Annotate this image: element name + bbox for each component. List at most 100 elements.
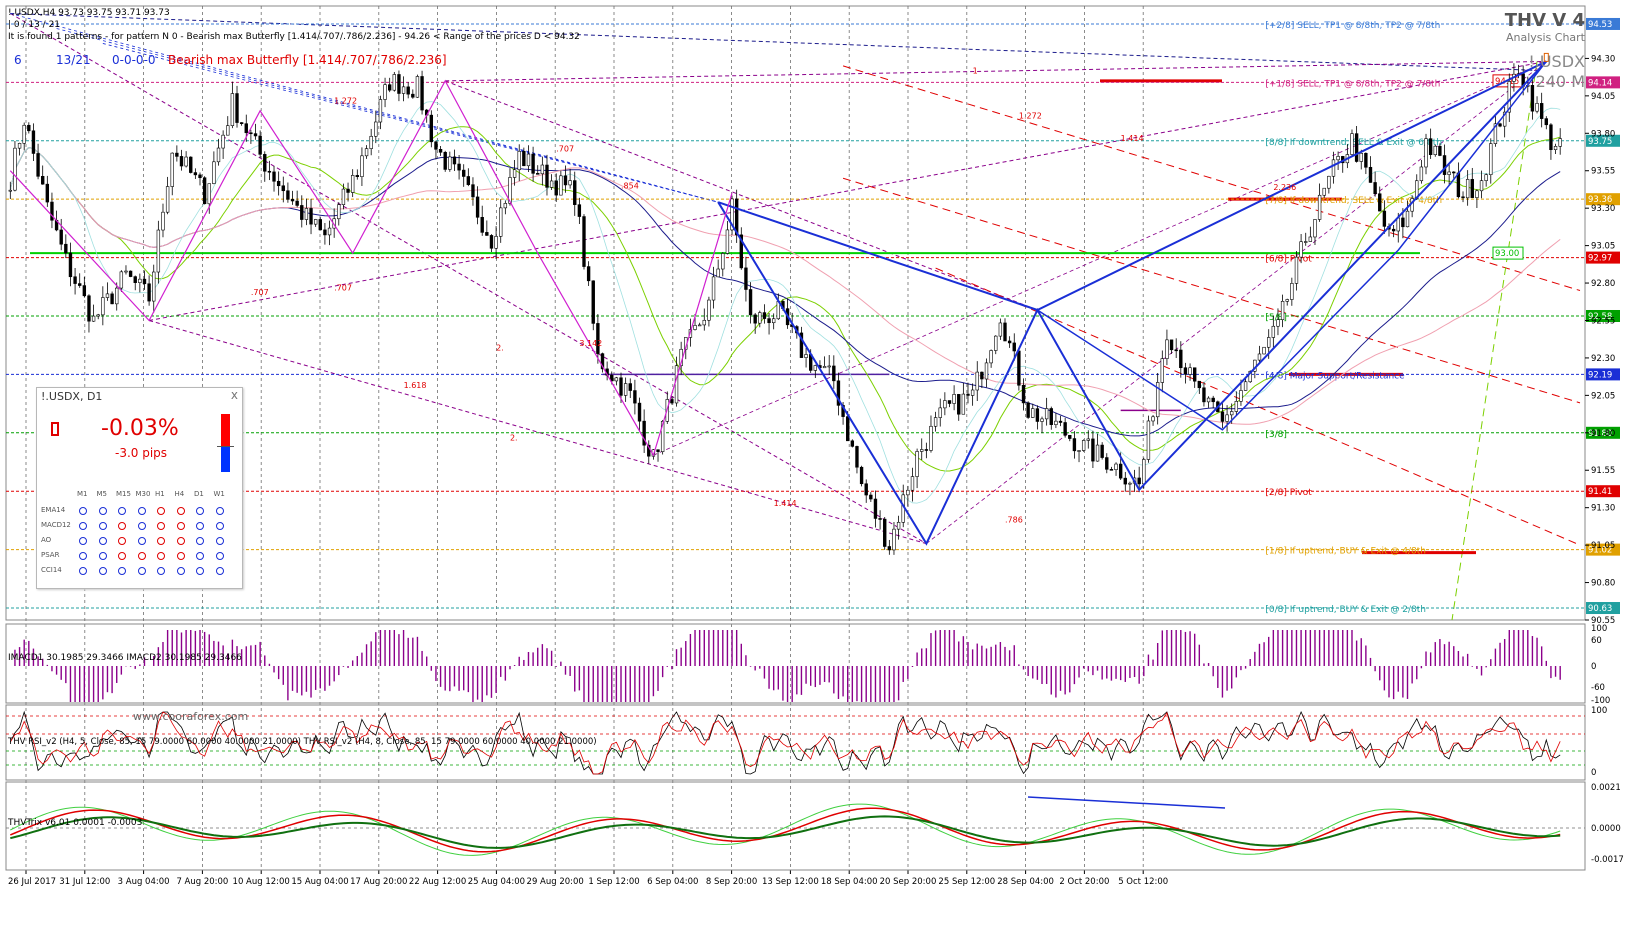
indicator-panel[interactable]: !.USDX, D1 x -0.03% -3.0 pips M1 M5 M15 M30… — [36, 387, 243, 589]
candle-body — [1026, 402, 1030, 418]
murrey-label: [2/8] Pivot — [1265, 488, 1312, 498]
candle-body — [883, 518, 887, 547]
candle-body — [1003, 322, 1007, 342]
buy-signal-icon — [79, 507, 87, 515]
candle-body — [846, 416, 850, 442]
candle-body — [272, 171, 276, 182]
candle-body — [577, 204, 582, 217]
pattern-projection — [445, 80, 1038, 311]
candle-body — [693, 325, 697, 330]
candle-body — [216, 147, 221, 163]
candle-body — [1123, 477, 1127, 485]
trix-panel — [5, 781, 1586, 871]
buy-signal-icon — [196, 507, 204, 515]
candle-body — [994, 335, 998, 351]
y-tick-label: 94.05 — [1591, 92, 1615, 102]
buy-signal-icon — [98, 567, 107, 575]
candle-body — [503, 203, 508, 209]
candle-body — [1539, 103, 1544, 119]
candle-body — [1405, 210, 1410, 228]
candle-body — [1544, 118, 1548, 126]
candle-body — [105, 293, 110, 298]
candle-body — [1290, 283, 1294, 300]
candle-body — [295, 200, 299, 206]
candle-body — [1336, 156, 1340, 161]
candle-body — [27, 124, 31, 132]
sell-signal-icon — [176, 522, 185, 530]
candle-body — [887, 546, 892, 551]
header-line2: | 0 / 13 / 21 — [8, 20, 60, 30]
candle-body — [1058, 420, 1063, 423]
candle-body — [452, 156, 457, 165]
time-axis: 26 Jul 2017 31 Jul 12:00 3 Aug 04:00 7 Aug … — [8, 870, 1168, 887]
candle-body — [175, 152, 179, 157]
candle-body — [998, 322, 1003, 337]
x-tick-label: 3 Aug 04:00 — [118, 877, 170, 887]
candle-body — [249, 132, 253, 135]
murrey-label: [1/8] If uptrend, BUY & Exit @ 4/8th — [1265, 547, 1426, 557]
candle-body — [1160, 358, 1164, 383]
moving-averages — [9, 101, 1561, 504]
pattern-projection — [653, 61, 1547, 456]
candle-body — [138, 278, 142, 283]
candle-body — [189, 156, 193, 173]
strength-divider — [217, 446, 234, 447]
candle-body — [45, 183, 50, 203]
candle-body — [31, 130, 36, 154]
murrey-label: [0/8] If uptrend, BUY & Exit @ 2/8th — [1265, 605, 1426, 615]
close-icon[interactable]: x — [230, 388, 238, 402]
candle-body — [41, 176, 45, 185]
candle-body — [406, 86, 410, 95]
macd-tick: 0 — [1591, 662, 1596, 672]
chart-price-box — [1492, 246, 1524, 260]
candle-body — [975, 371, 979, 391]
candle-body — [1243, 381, 1248, 391]
candle-body — [1373, 182, 1377, 195]
pattern-projection — [926, 61, 1547, 544]
candle-body — [619, 377, 623, 396]
y-tick-label: 91.30 — [1591, 504, 1615, 514]
candle-body — [64, 243, 68, 254]
fib-label: 3.142 — [579, 339, 602, 348]
candle-body — [193, 172, 198, 176]
buy-signal-icon — [215, 522, 224, 530]
fib-label: 2.236 — [1273, 183, 1296, 192]
candle-body — [517, 150, 521, 171]
chart-grid — [5, 5, 1586, 870]
candle-body — [91, 315, 96, 322]
murrey-label: [5/8] — [1265, 313, 1287, 323]
candle-body — [1350, 133, 1354, 155]
price-tag-bg — [1586, 543, 1620, 556]
candle-body — [1433, 145, 1437, 156]
top-trend-line — [10, 12, 1538, 71]
buy-signal-icon — [215, 507, 224, 515]
candle-body — [591, 280, 595, 324]
x-tick-label: 13 Sep 12:00 — [762, 877, 819, 887]
candle-body — [702, 319, 706, 326]
candle-body — [531, 153, 535, 174]
x-tick-label: 1 Sep 12:00 — [588, 877, 639, 887]
candle-body — [642, 420, 646, 446]
buy-signal-icon — [196, 552, 204, 560]
buy-signal-icon — [79, 567, 87, 575]
butterfly-xb-line — [717, 60, 1547, 312]
fib-label: .707 — [556, 144, 574, 153]
fib-ratio-labels: 1.272 .707 .854 .707 .707 2. 3.142 1.618 2. 1.414… — [251, 66, 1296, 524]
candle-body — [374, 121, 378, 137]
candle-body — [161, 211, 165, 231]
candle-body — [1396, 217, 1400, 232]
candle-body — [980, 371, 984, 380]
y-tick-label: 92.30 — [1591, 354, 1615, 364]
candle-body — [586, 266, 591, 282]
candle-body — [896, 521, 901, 530]
candle-body — [304, 208, 309, 220]
candle-body — [235, 93, 239, 123]
candle-body — [392, 74, 396, 91]
candle-body — [258, 135, 262, 155]
trix-trendline — [1027, 796, 1226, 809]
buy-signal-icon — [137, 507, 146, 515]
candle-body — [1447, 171, 1451, 175]
candle-body — [1359, 152, 1363, 162]
buy-signal-icon — [176, 567, 185, 575]
